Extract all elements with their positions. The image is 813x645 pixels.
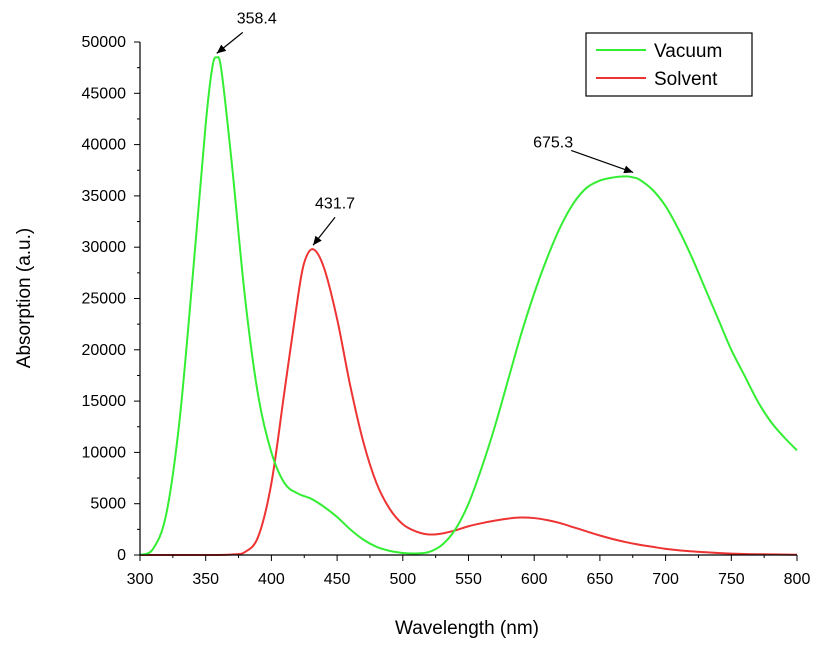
x-tick-label: 750 (718, 571, 745, 588)
series-line-vacuum (139, 56, 798, 556)
x-tick-label: 500 (389, 571, 416, 588)
y-tick-label: 20000 (82, 342, 127, 359)
x-tick-label: 300 (127, 571, 154, 588)
y-tick-label: 15000 (82, 393, 127, 410)
y-tick-label: 5000 (90, 496, 126, 513)
y-tick-label: 50000 (82, 34, 127, 51)
peak-label: 358.4 (237, 10, 277, 27)
annotation-arrow-line (570, 149, 634, 173)
axes (134, 41, 798, 561)
tick-labels: 300 350 400 450 500 550 600 650 700 750 800 0 5000 10… (82, 34, 811, 588)
x-tick-label: 600 (521, 571, 548, 588)
legend-label-vacuum: Vacuum (654, 41, 722, 62)
x-tick-label: 450 (324, 571, 351, 588)
y-axis-label: Absorption (a.u.) (14, 228, 35, 368)
y-tick-label: 45000 (82, 85, 127, 102)
y-tick-label: 30000 (82, 239, 127, 256)
x-tick-label: 650 (587, 571, 614, 588)
annotation-arrowhead (623, 165, 634, 174)
annotation-arrowhead (216, 44, 227, 54)
peak-annotations: 358.4 431.7 675.3 (216, 10, 634, 246)
peak-label: 675.3 (533, 134, 573, 151)
x-tick-label: 550 (455, 571, 482, 588)
x-tick-label: 350 (192, 571, 219, 588)
legend-label-solvent: Solvent (654, 69, 718, 90)
peak-label: 431.7 (315, 195, 355, 212)
y-tick-label: 25000 (82, 291, 127, 308)
series-line-solvent (139, 248, 798, 557)
legend-box (585, 32, 753, 97)
annotation-arrowhead (313, 235, 322, 246)
y-tick-label: 10000 (82, 444, 127, 461)
x-tick-label: 400 (258, 571, 285, 588)
x-axis-label: Wavelength (nm) (395, 618, 539, 639)
y-tick-label: 40000 (82, 137, 127, 154)
x-tick-label: 800 (784, 571, 811, 588)
series-lines (139, 56, 798, 557)
y-tick-label: 35000 (82, 188, 127, 205)
x-tick-label: 700 (652, 571, 679, 588)
y-tick-label: 0 (117, 547, 126, 564)
legend: Vacuum Solvent (585, 32, 753, 97)
